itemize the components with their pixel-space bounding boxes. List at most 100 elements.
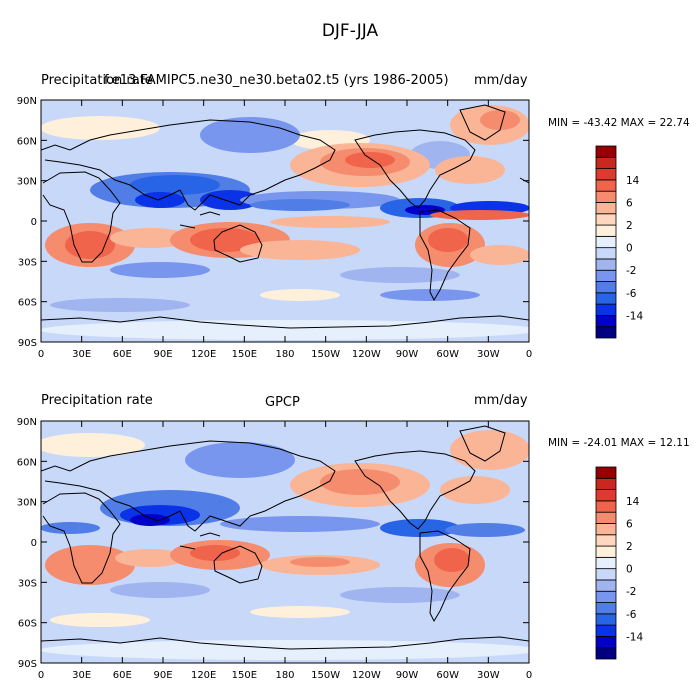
x-tick-label: 120E bbox=[191, 349, 216, 360]
colorbar-box bbox=[595, 477, 617, 490]
x-tick-label: 0 bbox=[38, 670, 44, 681]
colorbar-box bbox=[595, 247, 617, 260]
colorbar-layer: -14 -6 -2 0 2 6 14 -14 -6 -2 0 2 6 14 bbox=[595, 145, 643, 660]
colorbar-box bbox=[595, 213, 617, 226]
y-tick-label: 60N bbox=[17, 457, 37, 468]
panel1-min-max: MIN = -43.42 MAX = 22.74 bbox=[548, 117, 690, 129]
x-tick-label: 30E bbox=[72, 349, 91, 360]
colorbar-box bbox=[595, 190, 617, 203]
colorbar-box bbox=[595, 258, 617, 271]
x-tick-label: 60W bbox=[436, 349, 459, 360]
colorbar-label: 6 bbox=[626, 197, 633, 209]
colorbar-label: -2 bbox=[626, 586, 636, 598]
colorbar-box bbox=[595, 568, 617, 581]
colorbar-label: -14 bbox=[626, 310, 643, 322]
x-tick-label: 60W bbox=[436, 670, 459, 681]
colorbar-box bbox=[595, 466, 617, 479]
panel2-center-title: GPCP bbox=[265, 395, 300, 410]
y-tick-label: 30N bbox=[17, 177, 37, 188]
panel1-map bbox=[40, 99, 530, 343]
colorbar-box bbox=[595, 500, 617, 513]
colorbar-box bbox=[595, 269, 617, 282]
y-tick-label: 0 bbox=[31, 538, 37, 549]
y-tick-label: 30N bbox=[17, 498, 37, 509]
panel1-center-title: f.e13.FAMIPC5.ne30_ne30.beta02.t5 (yrs 1… bbox=[104, 73, 449, 88]
colorbar-box bbox=[595, 545, 617, 558]
colorbar-box bbox=[595, 179, 617, 192]
x-tick-label: 120E bbox=[191, 670, 216, 681]
colorbar-box bbox=[595, 579, 617, 592]
x-tick-label: 90W bbox=[396, 349, 419, 360]
panel1-left-title: Precipitation rate bbox=[41, 73, 153, 88]
x-tick-label: 30W bbox=[477, 349, 500, 360]
colorbar-box bbox=[595, 613, 617, 626]
x-tick-label: 0 bbox=[38, 349, 44, 360]
x-tick-label: 150W bbox=[311, 670, 340, 681]
colorbar-label: 14 bbox=[626, 175, 640, 187]
colorbar-box bbox=[595, 292, 617, 305]
y-tick-label: 90N bbox=[17, 417, 37, 428]
y-tick-label: 90S bbox=[18, 338, 37, 349]
x-tick-label: 120W bbox=[352, 349, 381, 360]
panel1-units: mm/day bbox=[474, 73, 528, 88]
colorbar-box bbox=[595, 145, 617, 158]
colorbar-box bbox=[595, 168, 617, 181]
panel2-coastlines bbox=[41, 425, 529, 650]
colorbar-label: 0 bbox=[626, 243, 633, 255]
colorbar-box bbox=[595, 636, 617, 649]
colorbar-box bbox=[595, 303, 617, 316]
x-tick-label: 0 bbox=[526, 670, 532, 681]
x-tick-label: 120W bbox=[352, 670, 381, 681]
x-tick-label: 150W bbox=[311, 349, 340, 360]
x-tick-label: 30W bbox=[477, 670, 500, 681]
colorbar-label: -6 bbox=[626, 288, 637, 300]
colorbar-box bbox=[595, 235, 617, 249]
x-tick-label: 60E bbox=[113, 349, 132, 360]
y-tick-label: 0 bbox=[31, 217, 37, 228]
y-tick-label: 60N bbox=[17, 136, 37, 147]
x-tick-label: 60E bbox=[113, 670, 132, 681]
colorbar-label: 2 bbox=[626, 220, 633, 232]
colorbar-label: 14 bbox=[626, 496, 640, 508]
panel2-map bbox=[40, 420, 530, 664]
colorbar-box bbox=[595, 647, 617, 660]
x-tick-label: 90E bbox=[153, 670, 172, 681]
colorbar-box bbox=[595, 489, 617, 502]
colorbar-label: -2 bbox=[626, 265, 636, 277]
colorbar-box bbox=[595, 556, 617, 570]
panel2-units: mm/day bbox=[474, 393, 528, 408]
axes-layer: 0 30E 60E 90E 120E 150E 180 150W 120W 90W 60W 30W 09… bbox=[17, 96, 532, 681]
panel1-precip-field bbox=[41, 100, 529, 342]
colorbar-box bbox=[595, 590, 617, 603]
colorbar-box bbox=[595, 534, 617, 547]
y-tick-label: 30S bbox=[18, 578, 37, 589]
panel2-precip-field bbox=[41, 421, 529, 663]
panel2-min-max: MIN = -24.01 MAX = 12.11 bbox=[548, 437, 690, 449]
x-tick-label: 180 bbox=[275, 670, 294, 681]
colorbar-box bbox=[595, 281, 617, 294]
colorbar-box bbox=[595, 156, 617, 169]
colorbar-box bbox=[595, 511, 617, 524]
x-tick-label: 150E bbox=[232, 349, 257, 360]
x-tick-label: 30E bbox=[72, 670, 91, 681]
main-title: DJF-JJA bbox=[321, 21, 379, 41]
colorbar-box bbox=[595, 523, 617, 536]
colorbar-label: 0 bbox=[626, 564, 633, 576]
colorbar-box bbox=[595, 624, 617, 637]
colorbar-box bbox=[595, 326, 617, 339]
y-tick-label: 90N bbox=[17, 96, 37, 107]
y-tick-label: 90S bbox=[18, 659, 37, 670]
colorbar-label: -14 bbox=[626, 631, 643, 643]
panel1-coastlines bbox=[41, 104, 529, 329]
colorbar-box bbox=[595, 602, 617, 615]
y-tick-label: 60S bbox=[18, 619, 37, 630]
colorbar-box bbox=[595, 224, 617, 237]
panel2-left-title: Precipitation rate bbox=[41, 393, 153, 408]
y-tick-label: 30S bbox=[18, 257, 37, 268]
x-tick-label: 150E bbox=[232, 670, 257, 681]
x-tick-label: 0 bbox=[526, 349, 532, 360]
x-tick-label: 180 bbox=[275, 349, 294, 360]
colorbar-box bbox=[595, 315, 617, 328]
colorbar-label: -6 bbox=[626, 609, 637, 621]
